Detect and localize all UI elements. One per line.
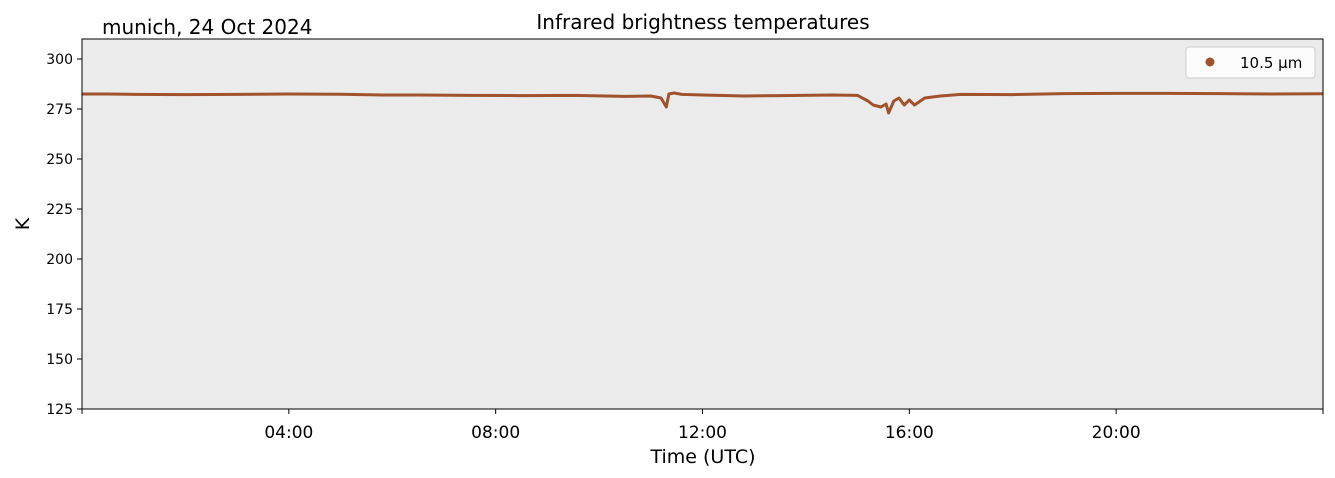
y-tick-label: 300 xyxy=(46,52,73,68)
x-tick-label: 08:00 xyxy=(471,423,520,443)
y-tick-label: 250 xyxy=(46,152,73,168)
y-tick-label: 225 xyxy=(46,202,73,218)
plot-area xyxy=(82,39,1323,409)
legend-box xyxy=(1185,46,1316,79)
x-tick-label: 04:00 xyxy=(264,423,313,443)
legend: 10.5 µm xyxy=(1185,46,1316,79)
x-tick-label: 12:00 xyxy=(678,423,727,443)
legend-marker xyxy=(1205,57,1215,67)
y-tick-label: 125 xyxy=(46,402,73,418)
x-axis: 04:00 08:00 12:00 16:00 20:00 xyxy=(81,409,1324,443)
x-tick-label: 20:00 xyxy=(1092,423,1141,443)
series-layer xyxy=(82,91,1324,115)
series-line-0 xyxy=(82,91,1324,115)
y-tick-label: 200 xyxy=(46,252,73,268)
legend-label: 10.5 µm xyxy=(1240,54,1302,72)
chart-title: Infrared brightness temperatures xyxy=(536,10,869,34)
x-axis-label: Time (UTC) xyxy=(649,446,755,468)
y-tick-label: 150 xyxy=(46,352,73,368)
y-tick-label: 275 xyxy=(46,102,73,118)
x-tick-label: 16:00 xyxy=(885,423,934,443)
y-axis-label: K xyxy=(12,217,34,230)
y-axis: 125 150 175 200 225 250 275 300 xyxy=(46,52,82,418)
y-tick-label: 175 xyxy=(46,302,73,318)
chart-subtitle: munich, 24 Oct 2024 xyxy=(102,15,312,39)
